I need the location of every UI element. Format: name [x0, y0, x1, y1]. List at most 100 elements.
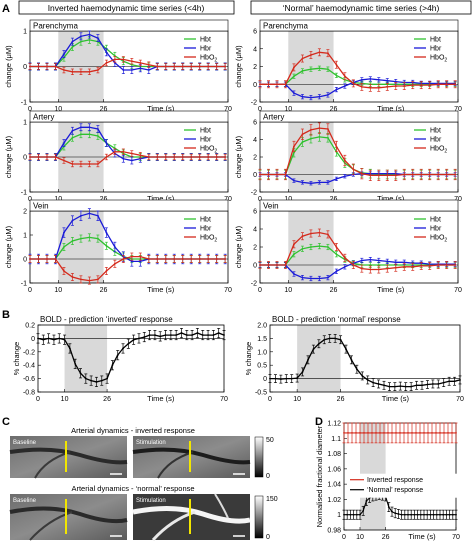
- data-point: [190, 156, 193, 158]
- data-point: [215, 156, 218, 158]
- x-tick-label: 0: [258, 196, 262, 203]
- legend: Hbt Hbr HbO2: [184, 217, 217, 244]
- data-point: [122, 58, 125, 61]
- data-point: [377, 264, 380, 266]
- y-tick-label: -0.5: [255, 390, 267, 397]
- x-axis-label: Time (s): [147, 394, 175, 403]
- data-point: [37, 258, 40, 260]
- series-hbo2: [258, 228, 457, 274]
- y-tick-label: -0.8: [23, 390, 35, 397]
- data-point: [359, 513, 361, 516]
- data-point: [365, 500, 368, 502]
- data-point: [96, 69, 99, 71]
- series-hbo2: [28, 252, 227, 285]
- data-point: [423, 432, 425, 434]
- chart-d-diameter: 1.12 1.1 1.08 1.06 1.04 1.02 1 0.980 10 26 70 Time …: [315, 421, 474, 541]
- y-tick-label: 2: [253, 245, 257, 252]
- series-hbt: [28, 130, 227, 161]
- data-point: [343, 175, 346, 178]
- data-point: [435, 513, 438, 516]
- data-point: [429, 513, 432, 516]
- data-point: [80, 237, 82, 240]
- y-tick-label: 1.08: [327, 451, 341, 458]
- label-stimulation-1: Stimulation: [136, 440, 166, 446]
- y-tick-label: 1.02: [327, 497, 341, 504]
- panel-label-a: A: [2, 3, 10, 15]
- data-point: [335, 63, 338, 66]
- y-tick-label: 6: [253, 120, 257, 127]
- y-tick-label: 2: [23, 209, 27, 216]
- y-tick-label: -0.2: [23, 349, 35, 356]
- x-tick-label: 70: [220, 396, 228, 403]
- image-stimulation-inverted: [133, 436, 250, 478]
- data-point: [369, 268, 372, 271]
- data-point: [293, 179, 295, 182]
- data-point: [156, 65, 159, 68]
- series-line: [260, 258, 456, 280]
- data-point: [352, 513, 355, 516]
- y-tick-label: 2: [253, 155, 257, 162]
- data-point: [404, 385, 407, 388]
- data-point: [403, 265, 406, 268]
- data-point: [426, 383, 429, 386]
- y-tick-label: 6: [253, 29, 257, 36]
- x-axis-label: Time (s): [377, 104, 405, 113]
- data-point: [84, 377, 87, 380]
- data-point: [343, 513, 345, 516]
- data-point: [411, 265, 414, 268]
- data-point: [105, 62, 108, 64]
- data-point: [147, 69, 150, 71]
- data-point: [130, 159, 133, 162]
- data-point: [437, 264, 440, 266]
- data-point: [293, 253, 295, 256]
- data-point: [71, 276, 74, 278]
- data-point: [326, 136, 329, 139]
- data-point: [335, 253, 338, 256]
- data-point: [196, 332, 199, 334]
- data-point: [377, 78, 380, 81]
- data-point: [326, 246, 329, 248]
- legend-label: HbO2: [200, 55, 217, 64]
- data-point: [80, 133, 82, 136]
- data-point: [293, 151, 295, 154]
- x-tick-label: 26: [330, 106, 338, 113]
- data-point: [335, 246, 338, 248]
- data-point: [395, 432, 397, 434]
- legend-label: Hbr: [200, 137, 212, 144]
- series-line: [260, 78, 456, 99]
- series-hbt: [28, 35, 227, 71]
- y-axis-label: change (μM): [234, 45, 243, 88]
- data-point: [428, 265, 431, 267]
- panel-label-d: D: [315, 416, 323, 428]
- data-point: [63, 338, 66, 341]
- data-point: [454, 264, 457, 266]
- data-point: [318, 95, 321, 98]
- x-tick-label: 26: [100, 287, 108, 294]
- x-axis-label: Time (s): [147, 104, 175, 113]
- y-tick-label: 1.06: [327, 466, 341, 473]
- data-point: [326, 68, 329, 71]
- data-point: [318, 135, 321, 138]
- y-tick-label: -2: [251, 281, 257, 288]
- data-point: [451, 513, 454, 516]
- data-point: [54, 65, 57, 68]
- data-point: [96, 135, 99, 137]
- data-point: [454, 173, 457, 176]
- y-tick-label: -1: [21, 281, 27, 288]
- data-point: [360, 259, 363, 262]
- vessel-stimulation-normal: [132, 505, 251, 524]
- data-point: [410, 513, 413, 516]
- chart-title: Artery: [263, 113, 284, 122]
- data-point: [386, 86, 389, 88]
- vessel-branch-baseline-normal: [29, 511, 73, 541]
- data-point: [360, 86, 363, 88]
- y-tick-label: 6: [253, 209, 257, 216]
- data-point: [130, 60, 133, 63]
- data-point: [386, 79, 389, 82]
- data-point: [310, 277, 312, 280]
- series-line: [260, 245, 456, 266]
- data-point: [276, 173, 278, 176]
